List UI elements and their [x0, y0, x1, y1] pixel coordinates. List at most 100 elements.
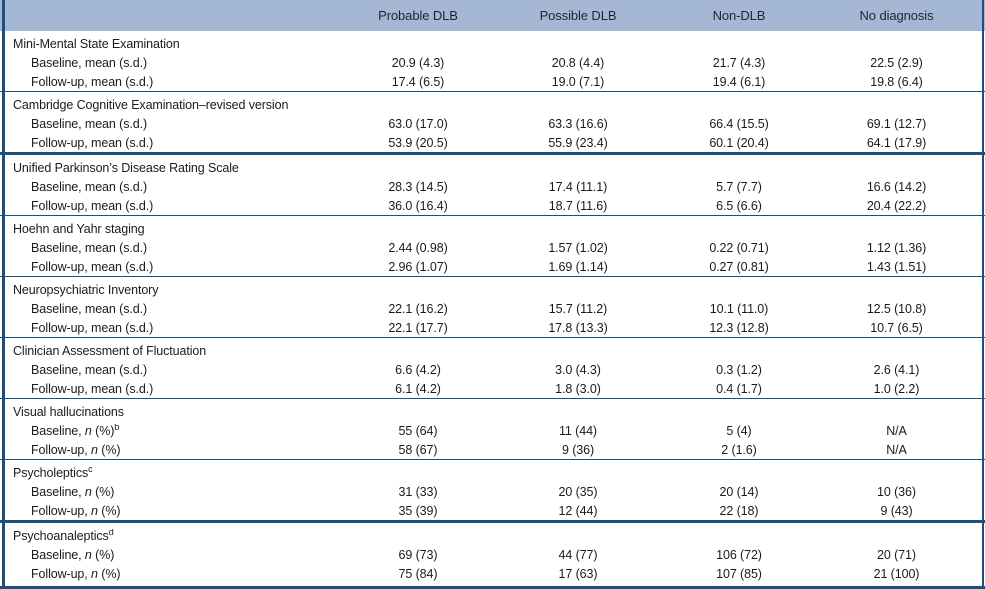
cell-value: 22 (18): [719, 503, 759, 518]
table-row: Follow-up, mean (s.d.) 6.1 (4.2) 1.8 (3.0)…: [0, 379, 985, 398]
section-title: Hoehn and Yahr staging: [0, 222, 338, 236]
row-label-text: Follow-up, mean (s.d.): [31, 320, 154, 335]
table-row: Baseline, mean (s.d.) 2.44 (0.98) 1.57 (1.…: [0, 238, 985, 257]
footnote-marker: d: [108, 529, 114, 537]
cell-value: 2.96 (1.07): [388, 259, 448, 274]
cell-value: 17.8 (13.3): [548, 320, 608, 335]
table-row: Baseline, n (%) 31 (33) 20 (35) 20 (14) 10 (…: [0, 482, 985, 501]
table-row: Baseline, mean (s.d.) 20.9 (4.3) 20.8 (4.4…: [0, 53, 985, 72]
row-label-text: Baseline,: [31, 423, 85, 438]
row-label: Baseline, mean (s.d.): [0, 302, 338, 316]
section-title-row: Hoehn and Yahr staging: [0, 220, 985, 238]
cell-value: 15.7 (11.2): [548, 301, 608, 316]
section-title-text: Unified Parkinson’s Disease Rating Scale: [13, 161, 239, 175]
col-header-possible-dlb: Possible DLB: [539, 8, 617, 23]
row-label-text: (%): [91, 484, 115, 499]
cell-value: 12 (44): [558, 503, 598, 518]
cell-value: 1.43 (1.51): [866, 259, 927, 274]
cell-value: 20 (71): [877, 547, 916, 562]
row-label-text: (%): [97, 503, 121, 518]
cell-value: 55.9 (23.4): [548, 135, 608, 150]
table-section: Psycholepticsc Baseline, n (%) 31 (33) 20 (…: [0, 459, 985, 520]
table-row: Follow-up, mean (s.d.) 53.9 (20.5) 55.9 (2…: [0, 133, 985, 152]
cell-value: 0.27 (0.81): [709, 259, 769, 274]
cell-value: 3.0 (4.3): [555, 362, 601, 377]
cell-value: 18.7 (11.6): [548, 198, 608, 213]
section-title-text: Neuropsychiatric Inventory: [13, 283, 159, 297]
cell-value: 20.9 (4.3): [391, 55, 445, 70]
section-title: Psycholepticsc: [0, 466, 338, 480]
table-section: Cambridge Cognitive Examination–revised …: [0, 91, 985, 152]
section-title-text: Mini-Mental State Examination: [13, 37, 180, 51]
row-label: Follow-up, n (%): [0, 443, 338, 457]
cell-value: 2.6 (4.1): [873, 362, 920, 377]
section-title: Cambridge Cognitive Examination–revised …: [0, 98, 338, 112]
row-label-text: Baseline,: [31, 484, 85, 499]
italic-n: n: [84, 484, 92, 499]
section-title: Mini-Mental State Examination: [0, 37, 338, 51]
table-row: Follow-up, mean (s.d.) 17.4 (6.5) 19.0 (7.…: [0, 72, 985, 91]
row-label-text: Follow-up,: [31, 442, 92, 457]
section-title-text: Psycholeptics: [13, 466, 89, 480]
row-label-text: (%): [97, 442, 121, 457]
cell-value: 19.8 (6.4): [870, 74, 923, 89]
footnote-marker: c: [88, 466, 93, 474]
col-header-no-diagnosis: No diagnosis: [859, 8, 934, 23]
row-label: Follow-up, mean (s.d.): [0, 75, 338, 89]
table-row: Follow-up, n (%) 58 (67) 9 (36) 2 (1.6) N/A: [0, 440, 985, 459]
row-label: Baseline, mean (s.d.): [0, 363, 338, 377]
cell-value: 10.7 (6.5): [870, 320, 923, 335]
table-section: Unified Parkinson’s Disease Rating Scale…: [0, 152, 985, 215]
table-section: Hoehn and Yahr staging Baseline, mean (s.…: [0, 215, 985, 276]
cell-value: 75 (84): [398, 566, 438, 581]
cell-value: 2 (1.6): [721, 442, 757, 457]
cell-value: 63.0 (17.0): [388, 116, 448, 131]
table-row: Follow-up, n (%) 75 (84) 17 (63) 107 (85) 21…: [0, 564, 985, 583]
table-section: Mini-Mental State Examination Baseline, m…: [0, 31, 985, 91]
section-title-row: Visual hallucinations: [0, 403, 985, 421]
table-row: Follow-up, mean (s.d.) 22.1 (17.7) 17.8 (1…: [0, 318, 985, 337]
table-section: Psychoanalepticsd Baseline, n (%) 69 (73) 4…: [0, 520, 985, 583]
table-row: Follow-up, mean (s.d.) 36.0 (16.4) 18.7 (1…: [0, 196, 985, 215]
cell-value: 69 (73): [398, 547, 438, 562]
cell-value: 1.8 (3.0): [555, 381, 601, 396]
italic-n: n: [91, 442, 98, 457]
cell-value: 10 (36): [877, 484, 916, 499]
cell-value: 20.4 (22.2): [866, 198, 927, 213]
table-row: Baseline, n (%)b 55 (64) 11 (44) 5 (4) N/A: [0, 421, 985, 440]
section-title: Clinician Assessment of Fluctuation: [0, 344, 338, 358]
row-label-text: Baseline, mean (s.d.): [31, 55, 148, 70]
row-label-text: Baseline, mean (s.d.): [31, 240, 148, 255]
row-label: Follow-up, mean (s.d.): [0, 321, 338, 335]
cell-value: 35 (39): [398, 503, 438, 518]
cell-value: 20 (35): [558, 484, 598, 499]
section-title-row: Cambridge Cognitive Examination–revised …: [0, 96, 985, 114]
section-title: Visual hallucinations: [0, 405, 338, 419]
row-label: Follow-up, mean (s.d.): [0, 199, 338, 213]
row-label: Baseline, mean (s.d.): [0, 180, 338, 194]
cell-value: 5.7 (7.7): [716, 179, 762, 194]
cell-value: 2.44 (0.98): [388, 240, 448, 255]
row-label-text: (%): [91, 423, 115, 438]
section-title: Psychoanalepticsd: [0, 529, 338, 543]
cell-value: 6.6 (4.2): [395, 362, 441, 377]
row-label: Follow-up, n (%): [0, 567, 338, 581]
cell-value: 28.3 (14.5): [388, 179, 448, 194]
row-label-text: (%): [91, 547, 115, 562]
row-label-text: (%): [97, 566, 121, 581]
row-label-text: Follow-up, mean (s.d.): [31, 259, 154, 274]
row-label: Baseline, mean (s.d.): [0, 117, 338, 131]
cell-value: 20.8 (4.4): [551, 55, 605, 70]
cell-value: 22.5 (2.9): [870, 55, 923, 70]
cell-value: 21.7 (4.3): [712, 55, 766, 70]
cell-value: 10.1 (11.0): [709, 301, 769, 316]
cell-value: 1.57 (1.02): [548, 240, 608, 255]
cell-value: 1.0 (2.2): [873, 381, 920, 396]
row-label: Follow-up, mean (s.d.): [0, 382, 338, 396]
row-label: Baseline, n (%): [0, 485, 338, 499]
italic-n: n: [91, 503, 98, 518]
cell-value: 53.9 (20.5): [388, 135, 448, 150]
row-label: Baseline, n (%)b: [0, 424, 338, 438]
cell-value: 0.22 (0.71): [709, 240, 769, 255]
